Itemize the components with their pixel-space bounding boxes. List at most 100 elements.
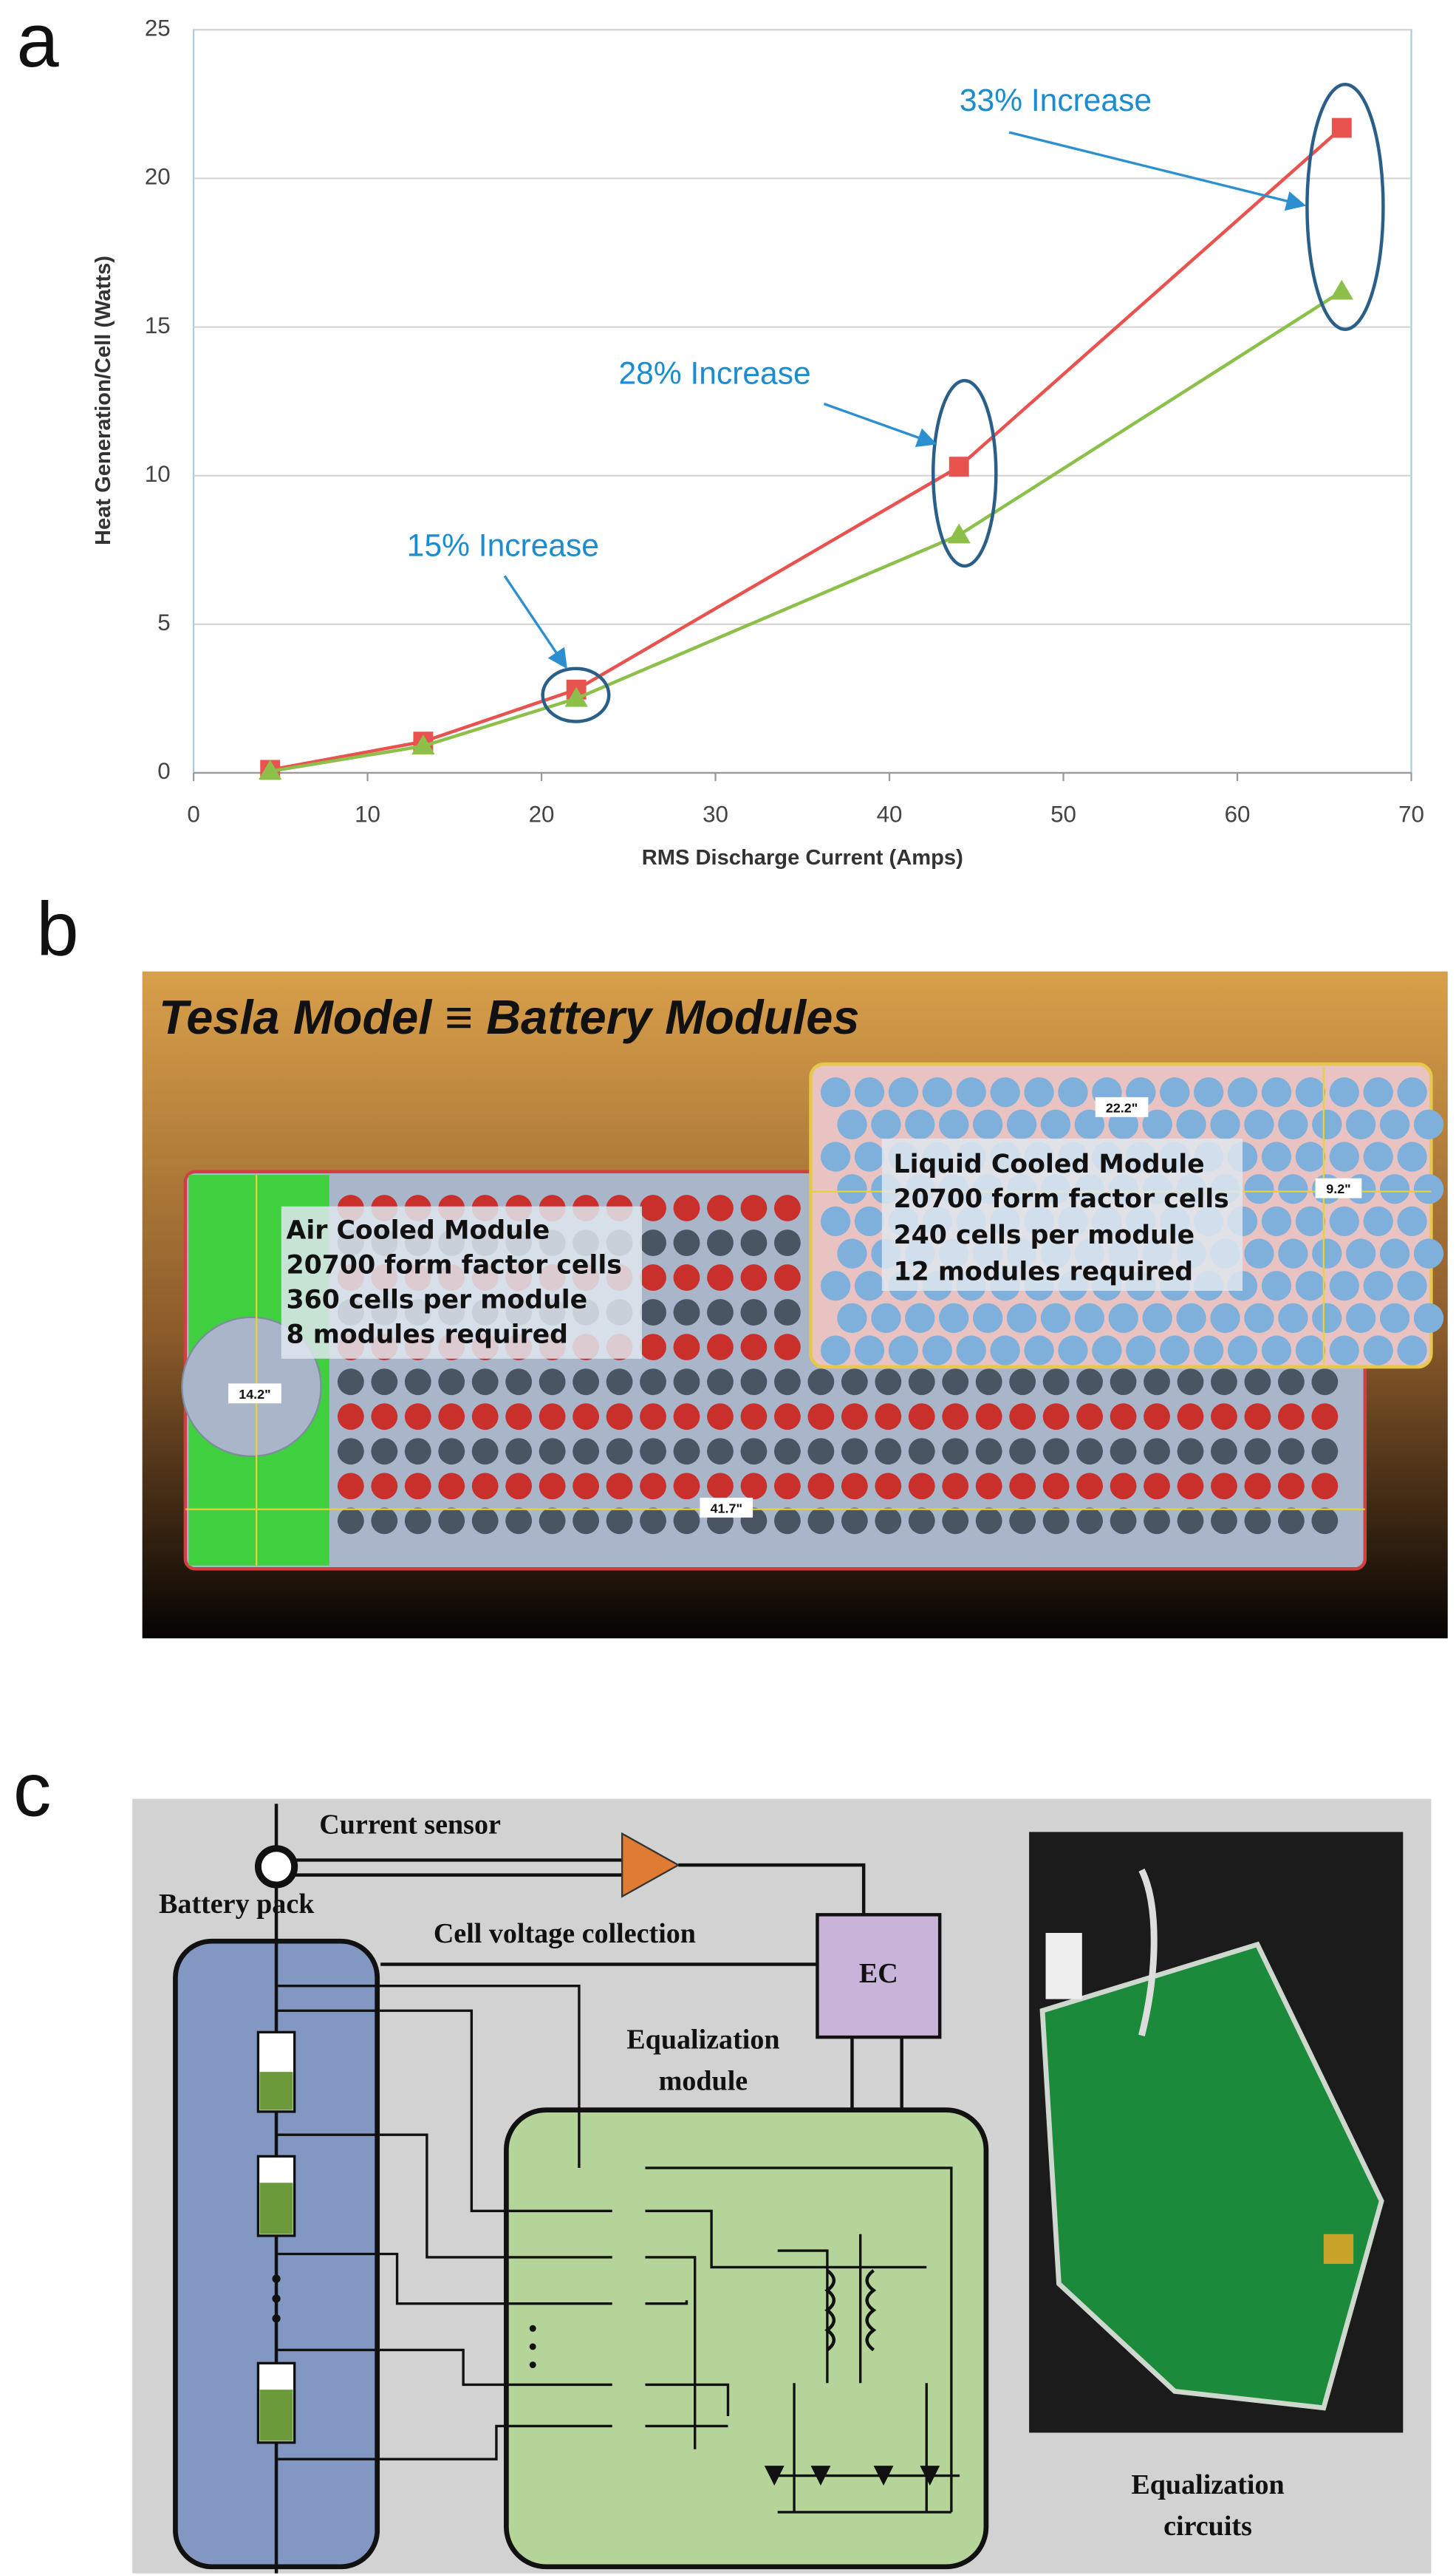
cell: [1227, 1335, 1258, 1365]
cell: [1329, 1271, 1359, 1301]
cell: [1058, 1335, 1088, 1365]
y-tick-label: 5: [157, 610, 170, 635]
cell: [1261, 1271, 1292, 1301]
cell: [371, 1473, 398, 1500]
cell: [438, 1368, 465, 1396]
cell: [956, 1335, 986, 1365]
cell: [922, 1077, 952, 1108]
module-text: 8 modules required: [286, 1320, 568, 1349]
cell: [1295, 1142, 1326, 1172]
cell: [673, 1334, 700, 1361]
cell: [975, 1438, 1002, 1465]
module-text: 12 modules required: [893, 1257, 1193, 1286]
label-box: [281, 1206, 643, 1359]
circuit-label: Cell voltage collection: [434, 1918, 696, 1949]
cell: [1278, 1174, 1308, 1204]
x-tick-label: 20: [529, 801, 555, 827]
cell: [573, 1473, 600, 1500]
module-text: 20700 form factor cells: [286, 1250, 621, 1280]
marker: [564, 686, 588, 707]
cell: [1176, 1303, 1206, 1334]
cell-charge: [259, 2072, 293, 2110]
dim-box: [1315, 1178, 1362, 1198]
annotation: 15% Increase: [407, 528, 599, 564]
cell: [908, 1403, 935, 1430]
cell: [539, 1403, 566, 1430]
cell: [841, 1473, 868, 1500]
cell: [807, 1438, 835, 1465]
cell: [773, 1195, 801, 1221]
cell: [1413, 1303, 1444, 1334]
cell-charge: [259, 2390, 293, 2441]
cell: [1278, 1238, 1308, 1269]
cell: [1144, 1438, 1170, 1465]
cell: [337, 1368, 364, 1396]
cell: [673, 1438, 700, 1465]
cell: [707, 1229, 734, 1256]
cell: [337, 1507, 364, 1535]
cell: [1160, 1077, 1190, 1108]
cell: [837, 1238, 867, 1269]
cell: [1040, 1109, 1071, 1140]
dimension: 41.7": [711, 1501, 742, 1515]
cell: [888, 1335, 919, 1365]
cell: [1074, 1303, 1105, 1334]
cell: [956, 1077, 986, 1108]
marker: [1331, 117, 1352, 138]
cell: [1177, 1438, 1204, 1465]
cell: [875, 1438, 902, 1465]
cell: [1076, 1507, 1104, 1535]
cell: [773, 1473, 801, 1500]
cell: [1346, 1303, 1376, 1334]
panel-label: c: [13, 1747, 52, 1832]
cell: [1261, 1335, 1292, 1365]
series-line: [270, 126, 1343, 772]
cell: [942, 1473, 969, 1500]
cell: [854, 1077, 885, 1108]
cell: [1144, 1368, 1170, 1396]
cell: [1211, 1507, 1237, 1535]
cell: [1277, 1368, 1305, 1396]
cell: [1244, 1507, 1271, 1535]
cell: [1042, 1473, 1070, 1500]
cell: [707, 1299, 734, 1326]
cell: [871, 1109, 901, 1140]
cell: [975, 1368, 1002, 1396]
cell: [1295, 1206, 1326, 1237]
cell: [1006, 1303, 1037, 1334]
cell: [1009, 1473, 1036, 1500]
cell: [740, 1299, 768, 1326]
x-tick-label: 0: [187, 801, 199, 827]
cell: [505, 1507, 533, 1535]
circuit-label: circuits: [1163, 2511, 1252, 2542]
dimension: 9.2": [1326, 1181, 1350, 1196]
cell: [1006, 1109, 1037, 1140]
diode: [873, 2466, 894, 2486]
highlight: [541, 666, 611, 723]
highlight: [1305, 82, 1385, 331]
label-box: [881, 1138, 1243, 1291]
module-text: 240 cells per module: [893, 1221, 1194, 1250]
cell: [1261, 1142, 1292, 1172]
cell: [471, 1507, 499, 1535]
cell: [1177, 1403, 1204, 1430]
cell: [1211, 1368, 1237, 1396]
cable: [1138, 1868, 1158, 2036]
cell: [1110, 1438, 1137, 1465]
wire: [380, 1863, 903, 2110]
cell: [1312, 1303, 1342, 1334]
y-axis-label: Heat Generation/Cell (Watts): [92, 256, 115, 545]
cell: [1040, 1303, 1071, 1334]
cell: [1311, 1368, 1339, 1396]
cell: [1024, 1077, 1054, 1108]
cell: [707, 1334, 734, 1361]
cell: [908, 1438, 935, 1465]
cell: [1244, 1109, 1274, 1140]
cell: [640, 1403, 666, 1430]
image-title: Tesla Model ≡ Battery Modules: [159, 990, 859, 1044]
marker: [1330, 279, 1353, 300]
cell: [773, 1334, 801, 1361]
cell: [1193, 1077, 1224, 1108]
cell: [707, 1195, 734, 1221]
marker: [949, 457, 969, 477]
